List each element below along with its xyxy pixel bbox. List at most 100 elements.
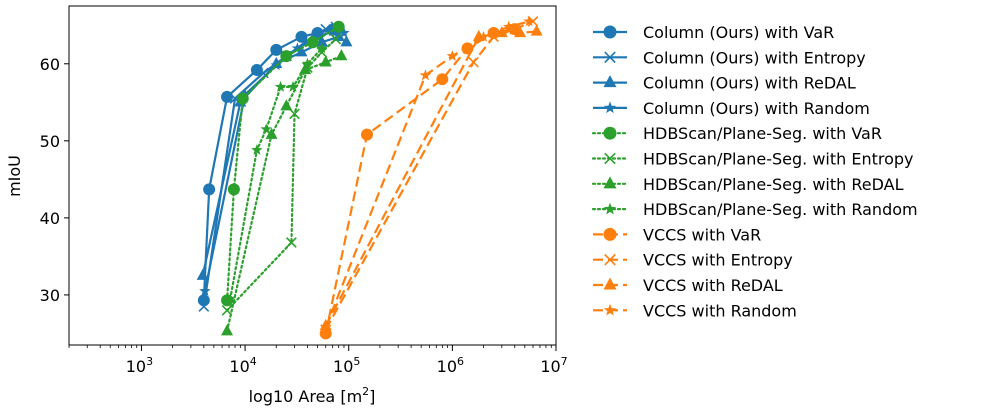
legend-item-3: Column (Ours) with Random [593, 99, 870, 118]
x-axis-title-sup: 2 [362, 385, 369, 398]
data-point [436, 73, 449, 86]
data-point [477, 30, 490, 42]
x-tick-label: 104 [229, 355, 256, 376]
x-tick-base: 10 [229, 357, 249, 376]
y-axis-title: mIoU [5, 155, 24, 197]
data-point [530, 24, 543, 36]
legend-label: Column (Ours) with Random [643, 99, 870, 118]
legend-label: Column (Ours) with VaR [643, 23, 834, 42]
legend-label: HDBScan/Plane-Seg. with Random [643, 200, 918, 219]
legend-marker [603, 126, 617, 140]
data-point [335, 49, 348, 61]
data-point [461, 42, 474, 55]
plot-frame [68, 5, 557, 346]
data-point [419, 69, 432, 81]
data-point [203, 183, 216, 196]
series-9 [320, 16, 539, 335]
series-4 [221, 20, 345, 307]
legend-item-6: HDBScan/Plane-Seg. with ReDAL [591, 175, 904, 194]
x-tick-exponent: 4 [250, 355, 257, 368]
data-point [495, 26, 508, 38]
data-point [295, 45, 308, 57]
x-tick-exponent: 6 [457, 355, 464, 368]
data-point [265, 127, 278, 139]
data-point [274, 80, 287, 92]
legend-marker [603, 176, 617, 189]
series-11 [320, 15, 535, 333]
data-point [320, 321, 332, 333]
legend-label: HDBScan/Plane-Seg. with ReDAL [643, 175, 904, 194]
x-tick-exponent: 7 [561, 355, 568, 368]
data-point [503, 20, 515, 32]
x-tick-base: 10 [333, 357, 353, 376]
data-point [196, 268, 209, 280]
data-point [330, 33, 342, 45]
data-point [280, 99, 293, 111]
legend-marker [603, 25, 617, 39]
data-point [316, 42, 328, 54]
legend-label: VCCS with VaR [643, 225, 761, 244]
y-tick-label: 50 [40, 132, 60, 151]
series-line [201, 35, 348, 276]
data-point [301, 57, 314, 69]
data-point [338, 26, 350, 38]
data-point [251, 144, 263, 155]
data-point [306, 36, 319, 49]
legend: Column (Ours) with VaR Column (Ours) with… [591, 23, 918, 320]
series-7 [224, 42, 328, 304]
x-tick-label: 103 [126, 355, 153, 376]
data-point [315, 35, 328, 47]
data-point [221, 324, 234, 336]
series-line [225, 25, 340, 302]
legend-item-4: HDBScan/Plane-Seg. with VaR [591, 124, 882, 143]
series-line [324, 20, 530, 328]
data-point [198, 301, 210, 312]
legend-label: HDBScan/Plane-Seg. with VaR [643, 124, 882, 143]
data-point [236, 92, 249, 105]
x-tick-base: 10 [126, 357, 146, 376]
x-tick-base: 10 [540, 357, 560, 376]
legend-marker [604, 152, 616, 165]
data-point [260, 123, 272, 135]
legend-item-9: VCCS with Entropy [593, 251, 793, 270]
x-axis-title-tail: ] [369, 387, 375, 406]
series-line [225, 38, 337, 312]
data-point [468, 56, 479, 68]
data-point [360, 128, 373, 141]
data-point [224, 292, 236, 304]
x-tick-exponent: 3 [146, 355, 153, 368]
series-6 [221, 49, 348, 336]
y-tick-label: 40 [40, 209, 60, 228]
x-tick-base: 10 [437, 357, 457, 376]
x-tick-label: 105 [333, 355, 360, 376]
series-line [324, 28, 515, 334]
data-point [280, 50, 293, 63]
data-point [340, 35, 353, 47]
data-point [523, 15, 535, 27]
data-point [446, 50, 459, 61]
data-point [289, 108, 300, 120]
data-point [270, 43, 283, 56]
legend-item-8: VCCS with VaR [593, 225, 761, 244]
data-point [221, 304, 233, 316]
data-point [291, 42, 304, 54]
plot-area [196, 15, 543, 340]
data-point [286, 237, 297, 248]
data-point [311, 30, 324, 42]
legend-item-0: Column (Ours) with VaR [593, 23, 834, 42]
legend-marker [603, 227, 617, 241]
legend-marker [603, 202, 617, 215]
data-point [199, 285, 211, 296]
legend-marker [604, 253, 616, 266]
y-tick-label: 30 [40, 286, 60, 305]
x-tick-exponent: 5 [353, 355, 360, 368]
data-point [287, 80, 299, 92]
data-point [227, 183, 240, 196]
legend-item-7: HDBScan/Plane-Seg. with Random [591, 200, 918, 219]
data-point [319, 55, 332, 67]
x-axis-title: log10 Area [m2] [249, 385, 376, 406]
legend-label: Column (Ours) with Entropy [643, 48, 866, 67]
legend-marker [603, 75, 617, 88]
